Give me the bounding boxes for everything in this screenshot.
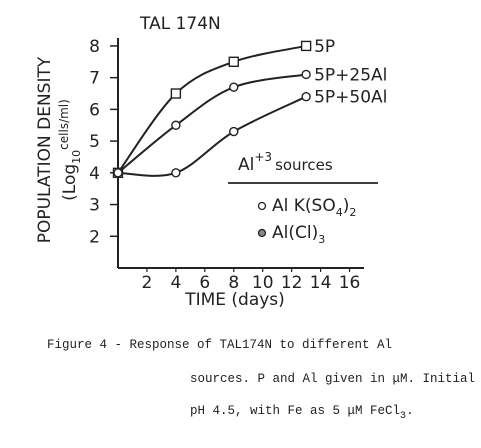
caption-part: pH 4.5, with Fe as 5 μM FeCl <box>190 404 400 418</box>
caption-line: Figure 4 - Response of TAL174N to differ… <box>47 338 392 352</box>
caption-line: pH 4.5, with Fe as 5 μM FeCl3. <box>190 404 414 422</box>
series-line <box>117 73 307 174</box>
x-tick-label: 16 <box>339 273 361 293</box>
x-tick-label: 14 <box>310 273 332 293</box>
marker <box>171 168 181 178</box>
marker <box>170 88 182 99</box>
series-label: 5P+25Al <box>314 65 387 85</box>
series-line <box>117 95 307 177</box>
x-tick-label: 8 <box>228 273 239 293</box>
legend: Al+3 sources Al K(SO4)2 Al(Cl)3 <box>228 150 378 246</box>
y-label-sub: 10 <box>70 150 83 164</box>
y-tick-label: 8 <box>89 37 100 57</box>
y-tick-label: 7 <box>89 69 100 89</box>
x-tick-label: 6 <box>199 273 210 293</box>
y-tick-label: 3 <box>89 196 100 216</box>
marker <box>113 168 123 178</box>
marker <box>228 56 239 67</box>
caption-part: . <box>406 404 414 418</box>
legend-symbol <box>257 201 267 211</box>
marker <box>301 69 311 80</box>
y-label-part: cells/ml) <box>57 99 71 150</box>
y-tick-label: 4 <box>89 164 100 184</box>
x-tick-label: 10 <box>252 273 274 293</box>
series-label: 5P+50Al <box>314 88 387 108</box>
legend-title: Al+3 sources <box>238 150 333 175</box>
y-axis-label-2: (Log10cells/ml) <box>57 99 83 201</box>
caption-sub: 3 <box>400 411 406 422</box>
x-tick-label: 2 <box>142 273 153 293</box>
marker <box>171 120 181 130</box>
legend-part: Al K(SO <box>272 196 336 216</box>
legend-sub: 3 <box>318 233 325 246</box>
legend-part: Al(Cl) <box>272 223 318 243</box>
x-tick-label: 12 <box>281 273 303 293</box>
y-tick-label: 2 <box>89 227 100 247</box>
series-line <box>117 44 307 174</box>
x-tick-label: 4 <box>170 273 181 293</box>
legend-part: ) <box>343 196 350 216</box>
legend-title-part: sources <box>275 156 333 174</box>
legend-title-part: Al <box>238 155 254 175</box>
marker <box>300 40 312 52</box>
y-tick-label: 6 <box>89 100 100 120</box>
legend-sub: 4 <box>336 206 343 219</box>
legend-item: Al K(SO4)2 <box>272 196 356 219</box>
series-label: 5P <box>314 37 335 57</box>
marker <box>229 126 239 137</box>
x-axis-label: TIME (days) <box>184 290 285 310</box>
legend-item: Al(Cl)3 <box>272 223 325 246</box>
y-label-part: (Log <box>60 164 80 201</box>
y-axis-label: POPULATION DENSITY <box>35 56 55 243</box>
legend-sub: 2 <box>349 206 356 219</box>
y-tick-label: 5 <box>89 132 100 152</box>
caption: Figure 4 - Response of TAL174N to differ… <box>47 338 475 422</box>
legend-title-sup: +3 <box>254 150 272 164</box>
legend-symbol <box>257 228 267 238</box>
caption-line: sources. P and Al given in μM. Initial <box>190 372 475 386</box>
marker <box>301 91 311 102</box>
chart-title: TAL 174N <box>139 14 221 34</box>
marker <box>229 82 239 92</box>
